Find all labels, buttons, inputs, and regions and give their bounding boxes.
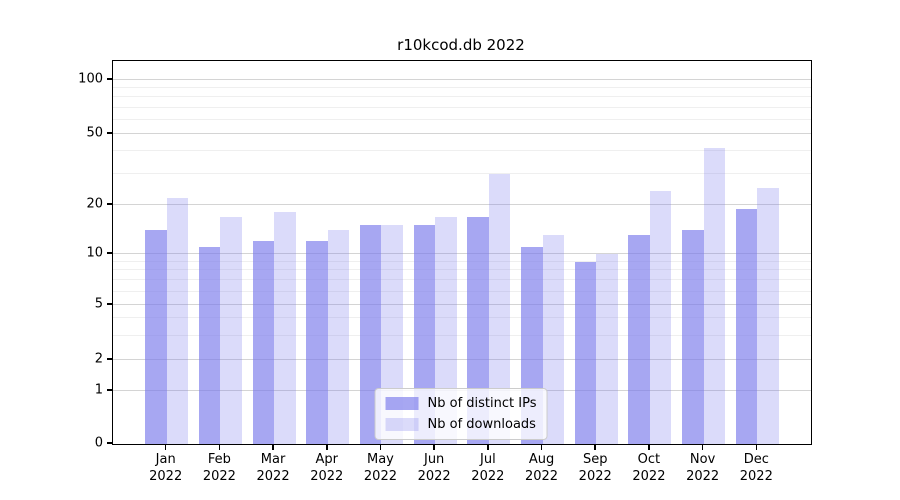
x-tick-label-may: May 2022 xyxy=(363,452,397,484)
x-tick-aug xyxy=(540,444,543,450)
bar-distinct-ips-jan xyxy=(145,230,167,444)
y-tick-5 xyxy=(107,303,112,305)
y-tick-label-100: 100 xyxy=(78,71,103,87)
legend-swatch-distinct-ips xyxy=(385,397,419,410)
x-tick-oct xyxy=(648,444,650,450)
gridline-5 xyxy=(113,304,811,306)
gridline-minor-3 xyxy=(113,334,811,336)
legend-label-distinct-ips: Nb of distinct IPs xyxy=(427,396,537,411)
bar-downloads-nov xyxy=(703,147,726,444)
gridline-minor-4 xyxy=(113,317,811,319)
x-tick-label-jan: Jan 2022 xyxy=(149,452,183,484)
y-tick-20 xyxy=(107,203,112,205)
y-tick-0 xyxy=(107,442,112,444)
x-tick-label-dec: Dec 2022 xyxy=(739,452,773,484)
y-tick-label-10: 10 xyxy=(86,245,103,261)
gridline-minor-70 xyxy=(113,106,811,108)
x-tick-label-jul: Jul 2022 xyxy=(471,452,505,484)
gridline-minor-90 xyxy=(113,87,811,89)
x-tick-may xyxy=(379,444,382,450)
gridline-50 xyxy=(113,133,811,134)
gridline-100 xyxy=(113,79,811,80)
y-tick-10 xyxy=(107,252,112,254)
x-tick-feb xyxy=(218,444,221,450)
y-tick-100 xyxy=(107,78,112,80)
bar-distinct-ips-apr xyxy=(306,241,328,444)
bar-downloads-sep xyxy=(596,254,618,444)
x-tick-label-oct: Oct 2022 xyxy=(632,452,666,484)
bar-distinct-ips-sep xyxy=(574,261,597,444)
y-tick-2 xyxy=(107,358,112,360)
gridline-minor-60 xyxy=(113,118,811,120)
gridline-minor-30 xyxy=(113,172,811,174)
legend-label-downloads: Nb of downloads xyxy=(427,417,536,432)
x-tick-label-feb: Feb 2022 xyxy=(202,452,236,484)
x-tick-dec xyxy=(755,444,758,450)
x-tick-mar xyxy=(272,444,274,450)
y-tick-label-20: 20 xyxy=(86,196,103,212)
y-tick-label-1: 1 xyxy=(94,382,103,398)
bar-downloads-aug xyxy=(542,235,564,444)
x-tick-jan xyxy=(164,444,167,450)
x-tick-label-aug: Aug 2022 xyxy=(524,452,559,484)
x-tick-label-sep: Sep 2022 xyxy=(578,452,612,484)
x-tick-label-jun: Jun 2022 xyxy=(417,452,451,484)
x-tick-apr xyxy=(326,444,328,450)
gridline-minor-7 xyxy=(113,279,811,281)
bar-distinct-ips-feb xyxy=(198,247,221,444)
bar-downloads-jan xyxy=(166,197,189,444)
bar-downloads-dec xyxy=(757,187,779,444)
x-tick-nov xyxy=(701,444,704,450)
legend: Nb of distinct IPs Nb of downloads xyxy=(374,388,548,440)
bar-downloads-jul xyxy=(488,173,511,444)
gridline-minor-80 xyxy=(113,96,811,98)
gridline-2 xyxy=(113,359,811,361)
x-tick-sep xyxy=(594,444,596,450)
gridline-minor-8 xyxy=(113,269,811,271)
gridline-minor-6 xyxy=(113,290,811,292)
x-tick-label-apr: Apr 2022 xyxy=(310,452,344,484)
bar-distinct-ips-dec xyxy=(735,208,758,444)
bar-downloads-feb xyxy=(220,216,242,444)
x-tick-jun xyxy=(433,444,435,450)
y-tick-50 xyxy=(107,132,112,134)
bar-distinct-ips-nov xyxy=(682,230,704,444)
legend-item-downloads: Nb of downloads xyxy=(385,417,537,432)
bar-downloads-apr xyxy=(327,230,350,444)
y-tick-label-5: 5 xyxy=(94,296,103,312)
legend-swatch-downloads xyxy=(385,418,419,431)
gridline-10 xyxy=(113,253,811,254)
gridline-minor-40 xyxy=(113,150,811,152)
x-tick-label-mar: Mar 2022 xyxy=(256,452,290,484)
y-tick-label-2: 2 xyxy=(94,351,103,367)
x-tick-jul xyxy=(487,444,489,450)
chart-title: r10kcod.db 2022 xyxy=(397,36,525,54)
legend-item-distinct-ips: Nb of distinct IPs xyxy=(385,396,537,411)
x-tick-label-nov: Nov 2022 xyxy=(686,452,720,484)
bar-distinct-ips-oct xyxy=(628,235,650,444)
y-tick-label-0: 0 xyxy=(94,435,103,451)
bar-downloads-oct xyxy=(649,190,672,444)
bar-distinct-ips-jul xyxy=(467,216,489,444)
bar-downloads-mar xyxy=(274,212,296,444)
y-tick-1 xyxy=(107,389,112,391)
bar-downloads-jun xyxy=(435,216,457,444)
y-tick-label-50: 50 xyxy=(86,125,103,141)
bar-distinct-ips-mar xyxy=(252,241,275,444)
plot-area xyxy=(112,60,812,445)
gridline-minor-9 xyxy=(113,260,811,262)
gridline-20 xyxy=(113,204,811,206)
